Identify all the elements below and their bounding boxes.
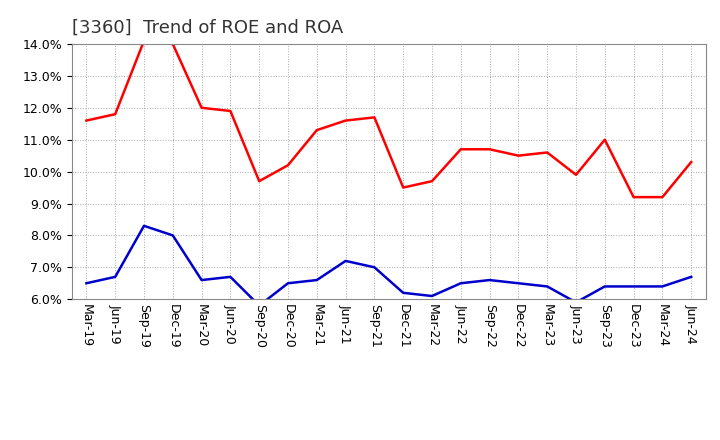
ROA (687, 274, 696, 279)
ROE (140, 38, 148, 44)
ROA (140, 223, 148, 228)
ROA (572, 300, 580, 305)
ROA (341, 258, 350, 264)
ROE (600, 137, 609, 143)
Line: ROA: ROA (86, 226, 691, 306)
ROA (226, 274, 235, 279)
ROA (485, 278, 494, 283)
Legend: ROE, ROA: ROE, ROA (300, 439, 478, 440)
ROE (543, 150, 552, 155)
ROE (514, 153, 523, 158)
ROE (197, 105, 206, 110)
ROE (399, 185, 408, 190)
ROE (255, 179, 264, 184)
ROA (600, 284, 609, 289)
ROE (370, 115, 379, 120)
ROA (629, 284, 638, 289)
ROE (658, 194, 667, 200)
ROA (82, 281, 91, 286)
ROE (485, 147, 494, 152)
Line: ROE: ROE (86, 41, 691, 197)
ROA (168, 233, 177, 238)
ROE (572, 172, 580, 177)
ROA (370, 265, 379, 270)
ROA (514, 281, 523, 286)
ROE (82, 118, 91, 123)
Text: [3360]  Trend of ROE and ROA: [3360] Trend of ROE and ROA (72, 19, 343, 37)
ROE (341, 118, 350, 123)
ROA (255, 303, 264, 308)
ROA (399, 290, 408, 296)
ROE (168, 41, 177, 47)
ROE (456, 147, 465, 152)
ROA (284, 281, 292, 286)
ROA (543, 284, 552, 289)
ROA (456, 281, 465, 286)
ROE (284, 163, 292, 168)
ROA (428, 293, 436, 299)
ROE (428, 179, 436, 184)
ROE (629, 194, 638, 200)
ROA (197, 278, 206, 283)
ROA (312, 278, 321, 283)
ROE (312, 128, 321, 133)
ROA (658, 284, 667, 289)
ROA (111, 274, 120, 279)
ROE (226, 108, 235, 114)
ROE (687, 159, 696, 165)
ROE (111, 111, 120, 117)
